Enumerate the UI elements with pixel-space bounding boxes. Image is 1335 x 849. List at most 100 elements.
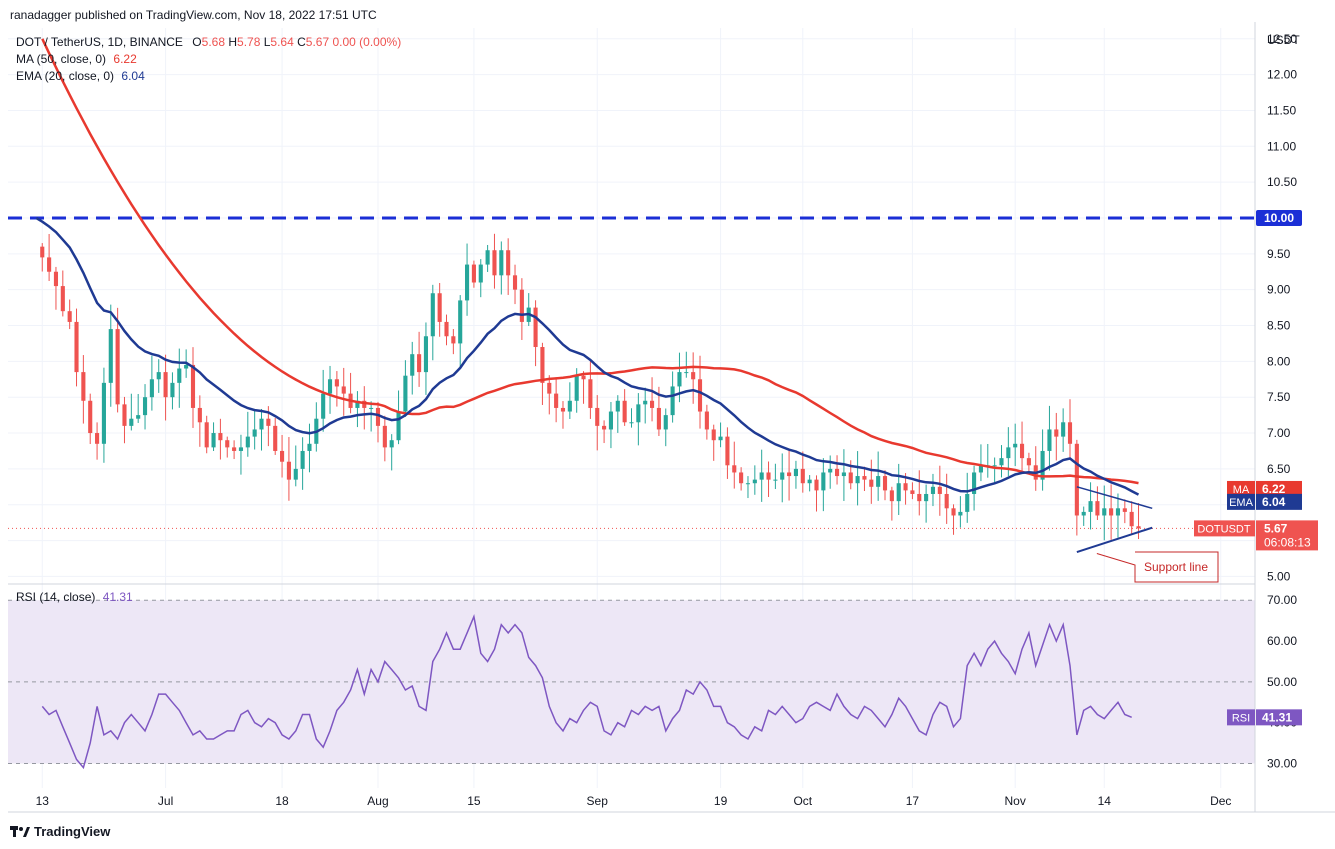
candle-body (643, 400, 648, 405)
rsi-value-tag (1256, 709, 1302, 726)
rsi-name-tag-label: RSI (1232, 712, 1250, 724)
candle-body (259, 418, 264, 430)
candle-body (286, 461, 291, 480)
time-tick-label: 15 (467, 794, 481, 808)
ema20-line (35, 216, 1140, 496)
candle-body (252, 429, 257, 437)
candle-body (759, 472, 764, 480)
time-tick-label: Dec (1210, 794, 1231, 808)
candle-body (1006, 447, 1011, 459)
candle-body (787, 472, 792, 477)
last-price-value: 5.67 (1264, 521, 1288, 535)
candle-body (547, 382, 552, 394)
candle-body (1019, 443, 1025, 459)
candle-body (163, 372, 168, 398)
ma-legend-label: MA (50, close, 0) (16, 52, 107, 66)
ohlc-change: 0.00 (0.00%) (332, 35, 402, 49)
candle-body (40, 246, 45, 258)
candle-body (197, 407, 202, 423)
candle-body (81, 372, 86, 401)
time-tick-label: Aug (367, 794, 388, 808)
candle-body (245, 436, 250, 448)
price-tick-label: 9.00 (1267, 283, 1291, 297)
candle-body (567, 400, 572, 412)
candle-body (1136, 526, 1141, 529)
candle-body (204, 422, 209, 448)
ma-legend-value: 6.22 (113, 52, 137, 66)
candle-body (266, 418, 271, 426)
candle-body (1115, 508, 1121, 516)
ohlc-high-label: H (228, 35, 238, 49)
candle-body (369, 407, 374, 409)
candle-body (656, 407, 661, 430)
price-tick-label: 12.50 (1267, 32, 1297, 46)
candle-body (745, 483, 751, 485)
support-callout-box (1096, 551, 1219, 583)
candle-body (855, 476, 860, 484)
candle-body (410, 354, 415, 376)
candle-body (190, 364, 196, 408)
candle-body (1054, 429, 1059, 437)
price-tick-label: 11.50 (1267, 103, 1296, 117)
candle-body (739, 472, 744, 484)
rsi-tick-label: 70.00 (1267, 593, 1297, 607)
candle-body (951, 508, 956, 516)
ma-value-tag (1256, 480, 1302, 497)
candle-body (341, 386, 346, 394)
candle-body (458, 300, 463, 344)
candle-body (403, 375, 408, 412)
candle-body (321, 393, 326, 419)
candle-body (834, 468, 840, 477)
tradingview-brand: TradingView (34, 824, 111, 839)
ema-legend: EMA (20, close, 0) 6.04 (16, 69, 145, 83)
candle-body (225, 440, 230, 448)
candle-body (396, 411, 401, 441)
candle-body (670, 386, 675, 416)
rsi-tick-label: 50.00 (1267, 675, 1297, 689)
candle-body (615, 400, 620, 412)
time-tick-label: 17 (906, 794, 920, 808)
triangle-annotation: Support line (1076, 486, 1219, 583)
price-tick-label: 8.00 (1267, 354, 1291, 368)
candle-body (999, 458, 1004, 466)
candle-body (95, 433, 100, 444)
last-price-tag (1256, 520, 1318, 551)
candle-body (47, 257, 52, 272)
rsi-tick-label: 30.00 (1267, 757, 1297, 771)
resistance-price-tag (1256, 209, 1302, 226)
candle-body (574, 375, 579, 401)
tradingview-logo[interactable]: TradingView (10, 824, 110, 839)
candle-body (88, 400, 93, 434)
candle-body (1074, 443, 1079, 516)
candle-body (581, 375, 586, 380)
resistance-price-label: 10.00 (1264, 211, 1294, 225)
candle-body (437, 293, 442, 322)
candle-body (115, 329, 120, 405)
candle-body (1061, 422, 1066, 437)
symbol-name: DOT / TetherUS, 1D, BINANCE (16, 35, 183, 49)
candle-body (60, 286, 65, 312)
candle-body (903, 483, 908, 491)
candle-body (170, 382, 175, 398)
candle-body (1095, 501, 1100, 516)
ma-legend: MA (50, close, 0) 6.22 (16, 52, 137, 66)
candle-body (512, 275, 518, 290)
candle-body (841, 472, 846, 477)
candle-body (149, 379, 154, 398)
candle-body (588, 379, 593, 408)
candle-body (862, 476, 867, 480)
price-tick-label: 11.00 (1267, 139, 1296, 153)
rsi-legend-value: 41.31 (102, 590, 133, 604)
rsi-legend-label: RSI (14, close) (16, 590, 96, 604)
candle-body (451, 336, 456, 344)
candle-body (307, 443, 312, 451)
candle-body (896, 483, 901, 502)
candle-body (910, 490, 915, 494)
candle-body (848, 472, 853, 484)
candle-body (1047, 429, 1052, 451)
rsi-line (41, 613, 1132, 770)
candle-body (711, 429, 716, 441)
support-callout-label: Support line (1144, 560, 1208, 574)
last-price-countdown: 06:08:13 (1264, 535, 1311, 549)
